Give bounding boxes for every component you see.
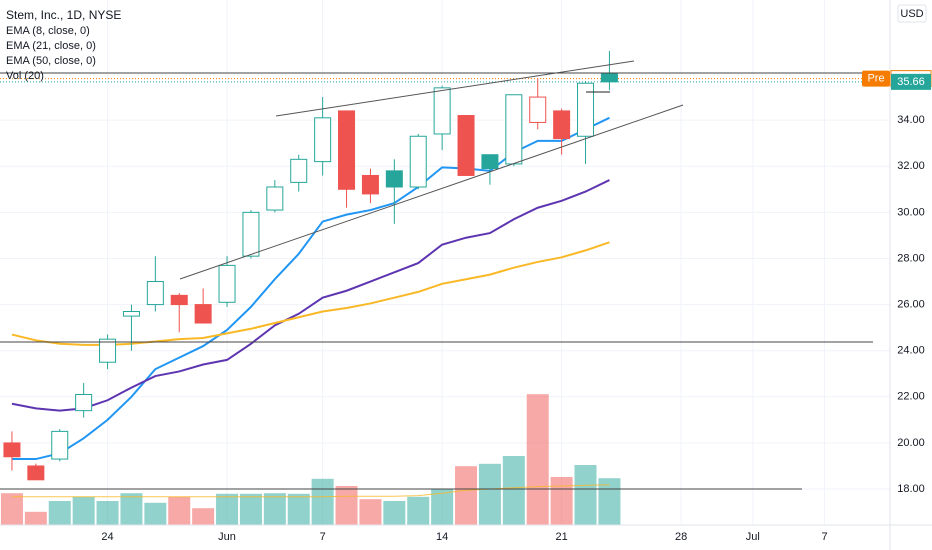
volume-bar xyxy=(216,493,239,525)
ema-line xyxy=(11,116,610,461)
last-price: 35.66 xyxy=(897,76,925,88)
volume-bar xyxy=(0,493,23,525)
candle-body xyxy=(600,73,618,83)
volume-bar xyxy=(502,456,525,525)
candle-body xyxy=(529,96,547,123)
candle-body xyxy=(338,110,356,190)
volume-bar xyxy=(550,477,573,525)
candle-body xyxy=(361,174,379,195)
y-tick-label: 26.00 xyxy=(897,298,925,310)
volume-bar xyxy=(24,511,47,525)
volume-bar xyxy=(335,486,358,525)
volume-bar xyxy=(48,501,71,525)
candle-body xyxy=(75,393,93,412)
volume-bar xyxy=(287,493,310,525)
candle-body xyxy=(553,110,571,140)
y-tick-label: 34.00 xyxy=(897,114,925,126)
volume-bar xyxy=(478,463,501,525)
candle-body xyxy=(577,82,595,137)
y-tick-label: 32.00 xyxy=(897,160,925,172)
y-tick-label: 18.00 xyxy=(897,483,925,495)
x-tick-label: 21 xyxy=(556,531,568,543)
x-tick-label: 7 xyxy=(320,531,326,543)
ema-line xyxy=(11,179,610,412)
candle-body xyxy=(385,170,403,188)
legend-entry: EMA (8, close, 0) xyxy=(6,25,90,37)
candle-body xyxy=(481,154,499,170)
candle-body xyxy=(409,135,427,188)
volume-bar xyxy=(311,478,334,525)
volume-bar xyxy=(144,502,167,525)
volume-ma xyxy=(11,484,610,498)
volume-bar xyxy=(72,496,95,525)
volume-bar xyxy=(526,394,549,525)
candle-body xyxy=(146,281,164,306)
layer xyxy=(11,116,610,461)
chart-title: Stem, Inc., 1D, NYSE xyxy=(6,8,121,22)
candle-body xyxy=(290,158,308,183)
candle-body xyxy=(122,310,140,317)
volume-bar xyxy=(239,493,262,525)
layer xyxy=(0,394,621,525)
y-tick-label: 30.00 xyxy=(897,206,925,218)
volume-bar xyxy=(431,489,454,525)
x-tick-label: 24 xyxy=(101,531,113,543)
candle-body xyxy=(505,94,523,165)
legend-entry: Vol (20) xyxy=(6,70,44,82)
last-price-tag xyxy=(891,73,931,90)
volume-bar xyxy=(168,496,191,525)
candle-body xyxy=(218,264,236,303)
volume-bar xyxy=(598,478,621,525)
candle-body xyxy=(433,87,451,135)
x-tick-label: 14 xyxy=(436,531,448,543)
y-tick-label: 22.00 xyxy=(897,391,925,403)
legend-entry: EMA (50, close, 0) xyxy=(6,55,96,67)
x-tick-label: 7 xyxy=(821,531,827,543)
ema-line xyxy=(11,241,610,346)
volume-bar xyxy=(263,493,286,525)
candle-body xyxy=(99,338,117,363)
candle-body xyxy=(266,186,284,211)
drawings xyxy=(0,60,888,490)
candle-body xyxy=(314,117,332,163)
candle-body xyxy=(242,211,260,257)
candle-body xyxy=(27,465,45,481)
x-tick-label: 28 xyxy=(675,531,687,543)
volume-bar xyxy=(359,499,382,525)
pre-market-tag xyxy=(862,70,890,87)
y-tick-label: 24.00 xyxy=(897,345,925,357)
currency-box[interactable] xyxy=(897,4,927,23)
volume-bar xyxy=(574,465,597,525)
volume-bar xyxy=(96,501,119,525)
legend-entry: EMA (21, close, 0) xyxy=(6,40,96,52)
volume-bar xyxy=(455,466,478,525)
volume-bar xyxy=(383,501,406,525)
layer xyxy=(3,50,618,481)
volume-bar xyxy=(192,508,215,525)
candle-body xyxy=(3,442,21,458)
candle-body xyxy=(51,430,69,460)
candle-body xyxy=(194,304,212,324)
x-tick-label: Jul xyxy=(746,531,760,543)
candle-body xyxy=(170,294,188,306)
y-tick-label: 28.00 xyxy=(897,252,925,264)
legend: Stem, Inc., 1D, NYSE EMA (8, close, 0) E… xyxy=(6,8,121,82)
volume-bar xyxy=(120,493,143,525)
trend-line xyxy=(275,60,635,117)
candle-body xyxy=(457,115,475,176)
layer xyxy=(0,0,890,525)
y-tick-label: 20.00 xyxy=(897,437,925,449)
trend-line xyxy=(179,104,684,280)
volume-bar xyxy=(407,496,430,525)
x-tick-label: Jun xyxy=(218,531,236,543)
currency: USD xyxy=(900,8,923,20)
pre-market-tag-label: Pre xyxy=(867,73,884,85)
